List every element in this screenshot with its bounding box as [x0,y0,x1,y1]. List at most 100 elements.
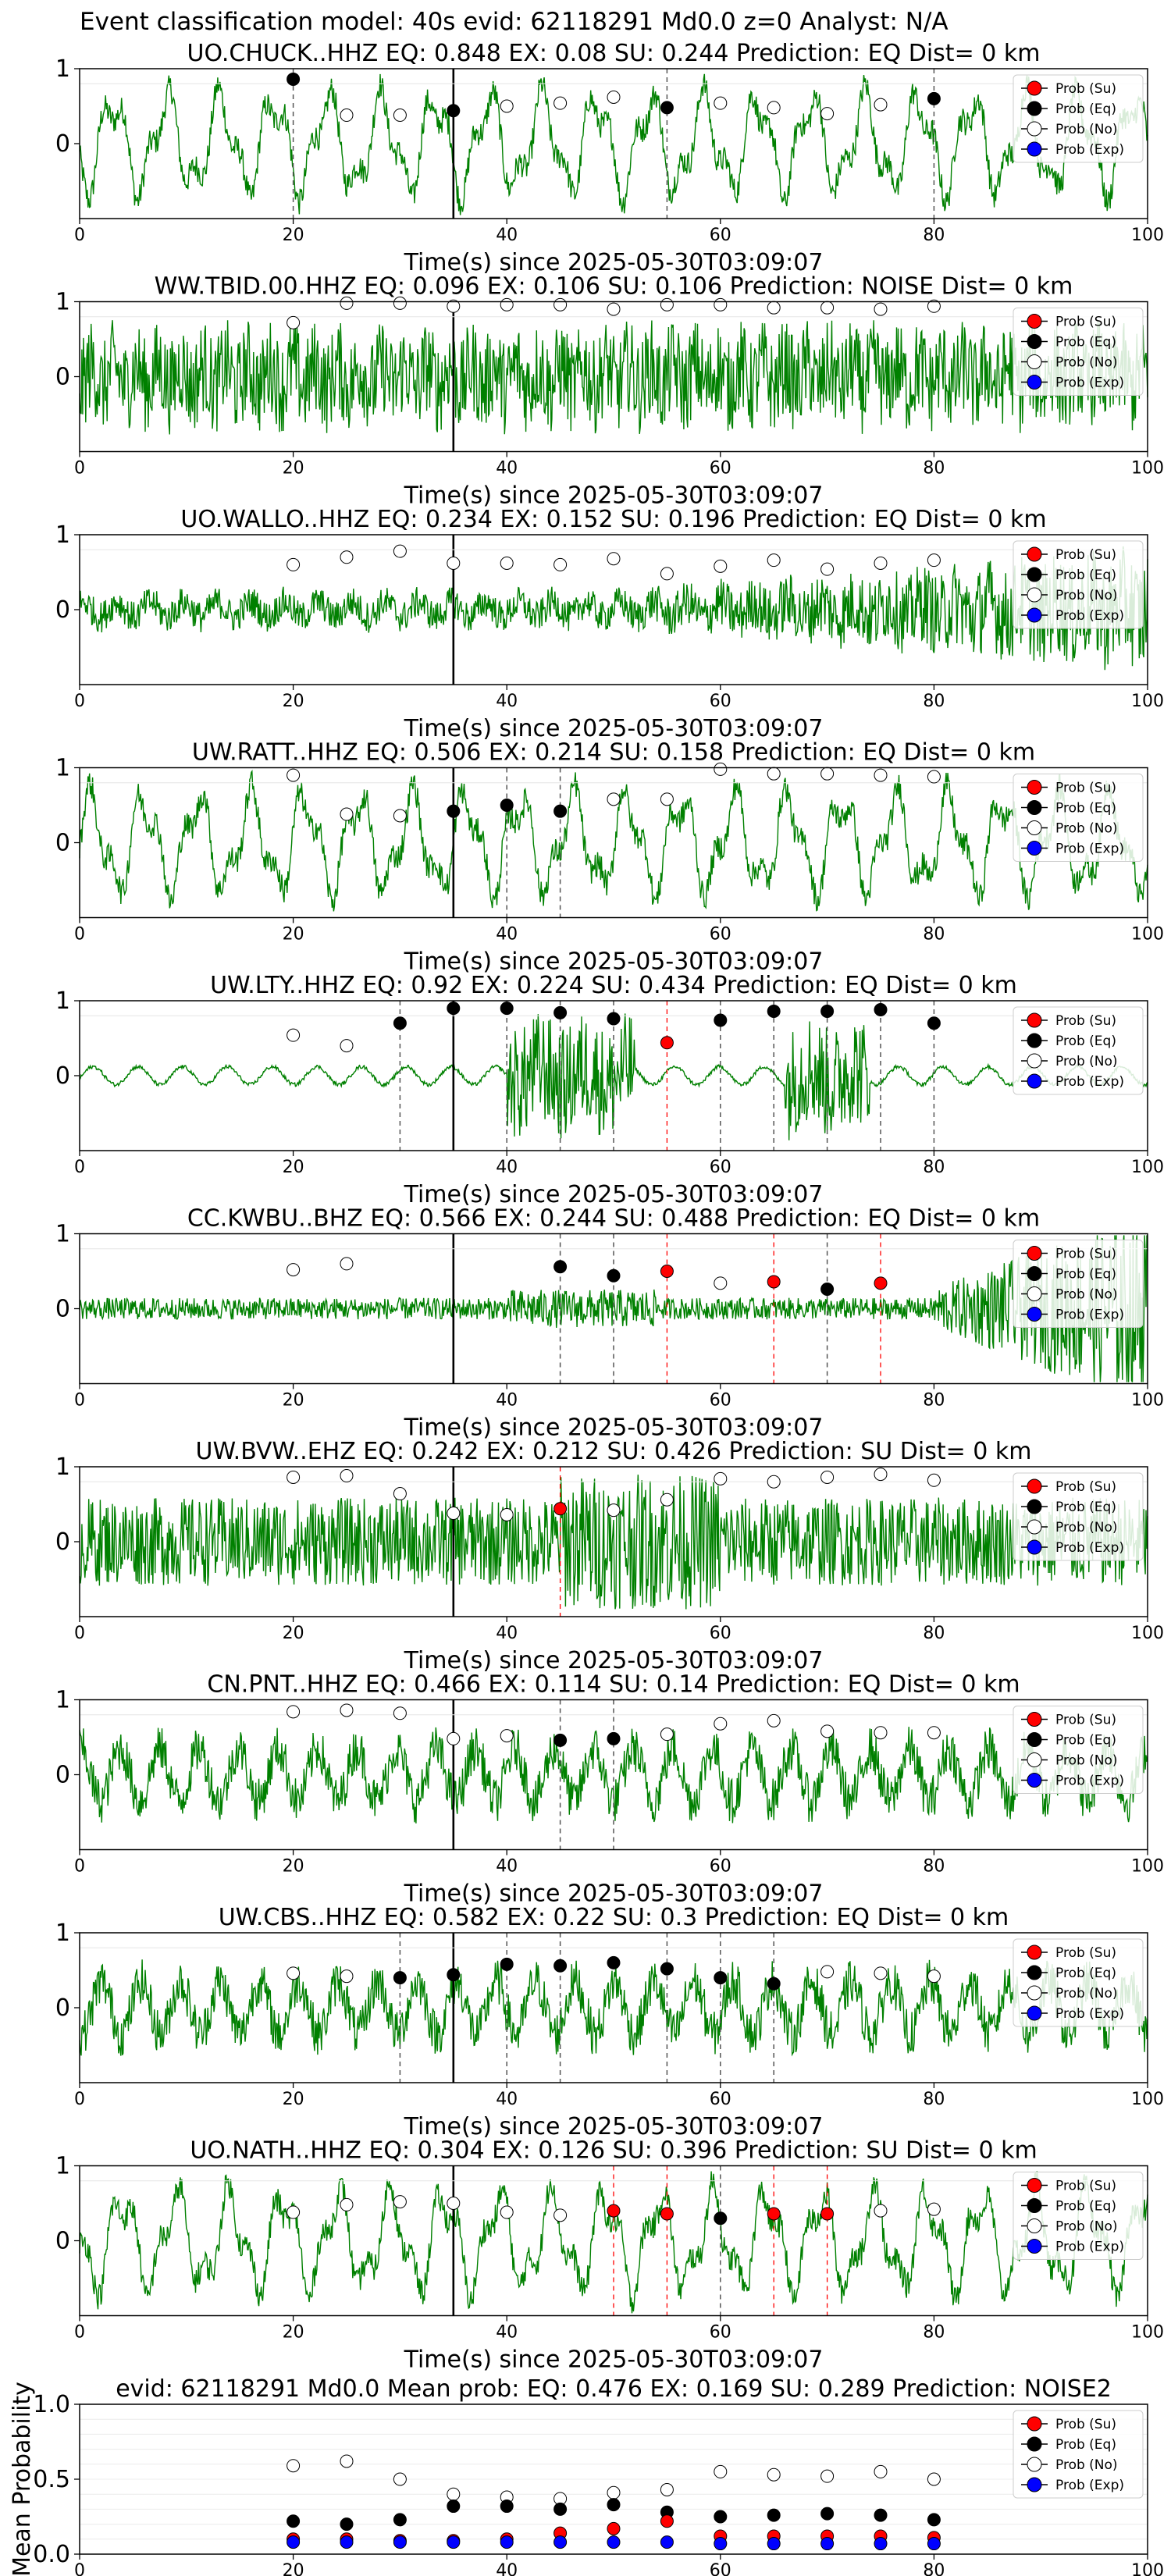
panel-title: evid: 62118291 Md0.0 Mean prob: EQ: 0.47… [116,2375,1112,2403]
prob-no-point [287,557,301,571]
panel-title: UO.WALLO..HHZ EQ: 0.234 EX: 0.152 SU: 0.… [180,506,1046,533]
legend-label-eq: Prob (Eq) [1055,801,1116,817]
prob-no-point [927,553,941,568]
prob-eq-point [500,799,514,812]
legend-label-exp: Prob (Exp) [1055,841,1124,857]
legend-label-no: Prob (No) [1055,1520,1118,1535]
prob-eq-point [660,101,674,115]
legend-label-no: Prob (No) [1055,821,1118,837]
x-tick-label: 40 [496,2090,518,2109]
legend-label-exp: Prob (Exp) [1055,1774,1124,1789]
prob-no-point [714,1717,728,1731]
prob-su-point [767,1275,781,1289]
x-tick-label: 20 [283,2090,304,2109]
legend-label-su: Prob (Su) [1055,1479,1116,1495]
y-tick-label: 0 [55,2228,70,2255]
x-tick-label: 60 [710,1857,731,1877]
waveform-trace [79,546,1148,671]
x-tick-label: 60 [710,459,731,479]
x-tick-label: 0 [74,692,85,711]
y-tick-label: 1 [55,1687,70,1714]
legend-label-exp: Prob (Exp) [1055,2478,1124,2493]
prob-eq-point [874,1003,888,1017]
mean-point-eq [820,2507,835,2521]
mean-point-exp [287,2535,301,2549]
legend-marker-no [1027,820,1042,835]
prob-eq-point [607,1268,621,1283]
mean-point-exp [820,2537,835,2551]
legend-label-su: Prob (Su) [1055,2179,1116,2194]
waveform-trace [79,1959,1148,2057]
y-tick-label: 0 [55,1062,70,1090]
x-tick-label: 40 [496,226,518,245]
prob-no-point [874,1726,888,1740]
x-axis-label: Time(s) since 2025-05-30T03:09:07 [404,2347,824,2374]
prob-eq-point [714,1971,728,1985]
legend-box [1013,1706,1144,1794]
prob-no-point [874,98,888,112]
x-tick-label: 80 [923,226,945,245]
prob-no-point [500,2205,514,2219]
prob-eq-point [553,1005,568,1019]
y-tick-label: 1 [55,289,70,316]
prob-no-point [660,1493,674,1507]
legend-marker-exp [1027,1307,1042,1322]
prob-su-point [660,1036,674,1050]
prob-no-point [714,1471,728,1485]
legend-label-eq: Prob (Eq) [1055,1966,1116,1981]
x-tick-label: 20 [283,1624,304,1643]
legend-marker-exp [1027,1773,1042,1788]
x-tick-label: 60 [710,226,731,245]
prob-eq-point [607,1955,621,1969]
x-tick-label: 40 [496,1391,518,1411]
x-tick-label: 100 [1131,1391,1164,1411]
prob-no-point [820,562,835,576]
legend-label-su: Prob (Su) [1055,2417,1116,2432]
x-tick-label: 80 [923,692,945,711]
legend-marker-eq [1027,2198,1042,2213]
legend-label-exp: Prob (Exp) [1055,2240,1124,2255]
x-tick-label: 100 [1131,2090,1164,2109]
x-tick-label: 20 [283,2323,304,2343]
legend-marker-su [1027,546,1042,562]
mean-point-no [287,2459,301,2473]
mean-point-eq [874,2508,888,2522]
legend-label-su: Prob (Su) [1055,315,1116,330]
legend-marker-eq [1027,1033,1042,1048]
panel-title: UO.NATH..HHZ EQ: 0.304 EX: 0.126 SU: 0.3… [190,2137,1037,2165]
y-tick-label: 0 [55,830,70,857]
panel-title: UW.RATT..HHZ EQ: 0.506 EX: 0.214 SU: 0.1… [192,739,1035,767]
y-tick-label: 0.5 [33,2466,70,2493]
legend-box [1013,2172,1144,2260]
mean-point-eq [447,2500,461,2514]
legend-marker-su [1027,1246,1042,1261]
prob-no-point [500,297,514,311]
x-tick-label: 0 [74,226,85,245]
prob-no-point [927,1969,941,1984]
x-tick-label: 40 [496,2323,518,2343]
prob-no-point [553,96,568,110]
prob-eq-point [447,804,461,818]
legend-label-eq: Prob (Eq) [1055,2437,1116,2453]
legend-label-no: Prob (No) [1055,1054,1118,1069]
mean-point-exp [340,2535,354,2549]
legend-marker-no [1027,2457,1042,2472]
legend-box [1013,1938,1144,2027]
legend-marker-no [1027,1053,1042,1069]
prob-no-point [607,302,621,316]
prob-su-point [660,1265,674,1278]
prob-no-point [660,792,674,806]
mean-point-su [607,2521,621,2535]
x-tick-label: 80 [923,1624,945,1643]
prob-no-point [340,109,354,123]
prob-no-point [927,770,941,784]
prob-su-point [607,2204,621,2218]
prob-no-point [714,762,728,776]
prob-no-point [340,807,354,821]
mean-point-no [820,2469,835,2483]
x-tick-label: 80 [923,1158,945,1177]
legend-label-eq: Prob (Eq) [1055,1733,1116,1749]
mean-point-eq [340,2517,354,2532]
legend-label-exp: Prob (Exp) [1055,142,1124,158]
